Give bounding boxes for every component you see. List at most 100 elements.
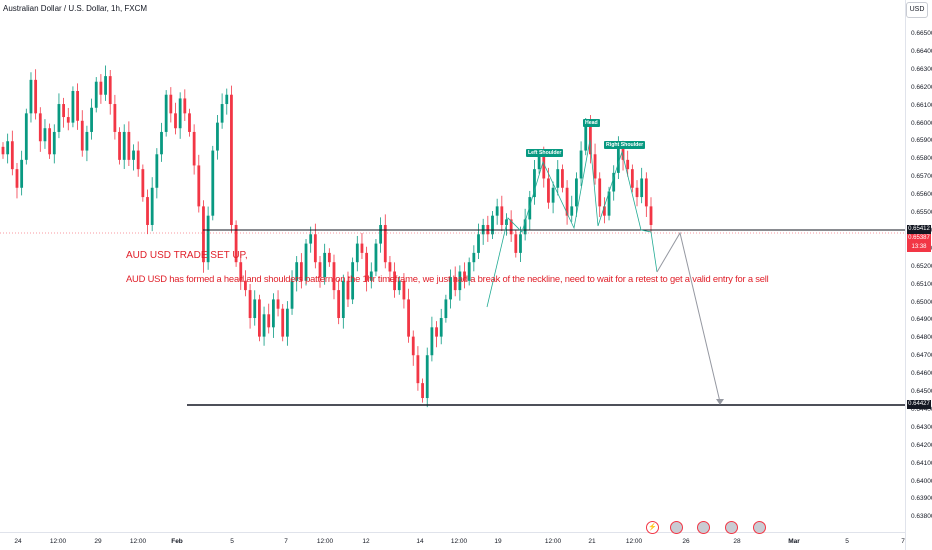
head-label: Head bbox=[583, 119, 600, 127]
dividend-event-icon[interactable]: ⚡ bbox=[646, 521, 659, 534]
candle-down bbox=[360, 243, 364, 253]
time-tick: 5 bbox=[230, 538, 234, 545]
candle-up bbox=[528, 197, 532, 220]
candle-up bbox=[90, 107, 93, 132]
candle-down bbox=[593, 154, 597, 179]
time-tick: 28 bbox=[733, 538, 741, 545]
candle-down bbox=[299, 262, 303, 281]
candle-down bbox=[621, 146, 625, 160]
price-tick: 0.63800 bbox=[911, 513, 932, 521]
trade-projection-path bbox=[656, 231, 721, 403]
candle-up bbox=[491, 215, 494, 235]
candle-up bbox=[607, 191, 611, 216]
candle-up bbox=[285, 308, 289, 337]
currency-button[interactable]: USD bbox=[906, 2, 928, 18]
candle-down bbox=[337, 290, 341, 319]
current-price-label: 0.65387 bbox=[907, 234, 931, 243]
candle-up bbox=[262, 314, 266, 337]
candle-down bbox=[127, 131, 131, 160]
candle-down bbox=[15, 169, 19, 188]
candle-down bbox=[197, 165, 201, 207]
candle-down bbox=[10, 141, 14, 170]
candle-up bbox=[467, 262, 471, 281]
candle-down bbox=[38, 113, 42, 142]
time-tick: 12:00 bbox=[316, 538, 334, 545]
candle-down bbox=[500, 206, 504, 225]
candle-up bbox=[537, 154, 541, 170]
candle-up bbox=[439, 318, 443, 337]
candle-down bbox=[239, 262, 243, 281]
candle-down bbox=[48, 128, 52, 155]
time-tick: 26 bbox=[682, 538, 690, 545]
candle-down bbox=[183, 98, 187, 114]
time-tick: 14 bbox=[416, 538, 424, 545]
candle-up bbox=[20, 159, 24, 188]
time-tick: Mar bbox=[788, 538, 800, 545]
time-tick: 29 bbox=[94, 538, 102, 545]
candle-down bbox=[463, 271, 466, 281]
annotation-body[interactable]: AUD USD has formed a head and shoulders … bbox=[126, 273, 769, 284]
candle-up bbox=[211, 150, 215, 216]
candle-down bbox=[565, 187, 569, 216]
candle-up bbox=[253, 299, 257, 319]
chart-drawings bbox=[0, 139, 905, 406]
candle-down bbox=[421, 383, 424, 399]
candle-up bbox=[29, 79, 33, 114]
candlestick-series bbox=[1, 65, 653, 408]
candle-down bbox=[244, 280, 247, 291]
economic-event-flag-icon[interactable] bbox=[670, 521, 683, 534]
candle-down bbox=[626, 159, 630, 170]
candle-down bbox=[327, 252, 331, 263]
candle-down bbox=[313, 234, 317, 263]
time-tick: 12:00 bbox=[129, 538, 147, 545]
candle-up bbox=[449, 277, 452, 300]
economic-event-flag-icon[interactable] bbox=[697, 521, 710, 534]
candle-down bbox=[509, 219, 513, 235]
candle-down bbox=[118, 131, 121, 160]
candle-down bbox=[649, 206, 653, 225]
candle-down bbox=[416, 355, 420, 384]
candle-up bbox=[374, 243, 378, 272]
candle-up bbox=[271, 299, 275, 328]
candle-up bbox=[472, 252, 476, 263]
time-tick: 12:00 bbox=[49, 538, 67, 545]
economic-event-flag-icon[interactable] bbox=[753, 521, 766, 534]
candle-up bbox=[220, 104, 224, 123]
candle-down bbox=[318, 262, 322, 278]
time-tick: 7 bbox=[901, 538, 905, 545]
candle-up bbox=[495, 206, 499, 216]
economic-event-flag-icon[interactable] bbox=[725, 521, 738, 534]
candle-up bbox=[150, 187, 154, 225]
candle-up bbox=[444, 299, 448, 319]
support-price-label: 0.64427 bbox=[907, 400, 931, 409]
candle-down bbox=[281, 308, 285, 337]
candle-up bbox=[132, 150, 135, 160]
candle-down bbox=[514, 234, 518, 253]
candle-down bbox=[276, 299, 280, 309]
candle-down bbox=[66, 117, 70, 123]
annotation-title[interactable]: AUD USD TRADE SET UP, bbox=[126, 250, 248, 261]
time-tick: 24 bbox=[14, 538, 22, 545]
candle-up bbox=[309, 234, 313, 244]
candle-up bbox=[295, 262, 299, 281]
candle-down bbox=[108, 76, 112, 105]
symbol-title[interactable]: Australian Dollar / U.S. Dollar, 1h, FXC… bbox=[3, 4, 148, 13]
projection-arrowhead bbox=[716, 399, 724, 405]
candle-up bbox=[355, 243, 359, 263]
candle-down bbox=[34, 79, 38, 114]
time-tick: 21 bbox=[588, 538, 596, 545]
candle-down bbox=[174, 113, 177, 129]
candle-down bbox=[192, 131, 196, 166]
time-tick: 12:00 bbox=[450, 538, 468, 545]
time-tick: Feb bbox=[171, 538, 183, 545]
candle-up bbox=[216, 122, 219, 151]
candle-down bbox=[346, 280, 350, 300]
